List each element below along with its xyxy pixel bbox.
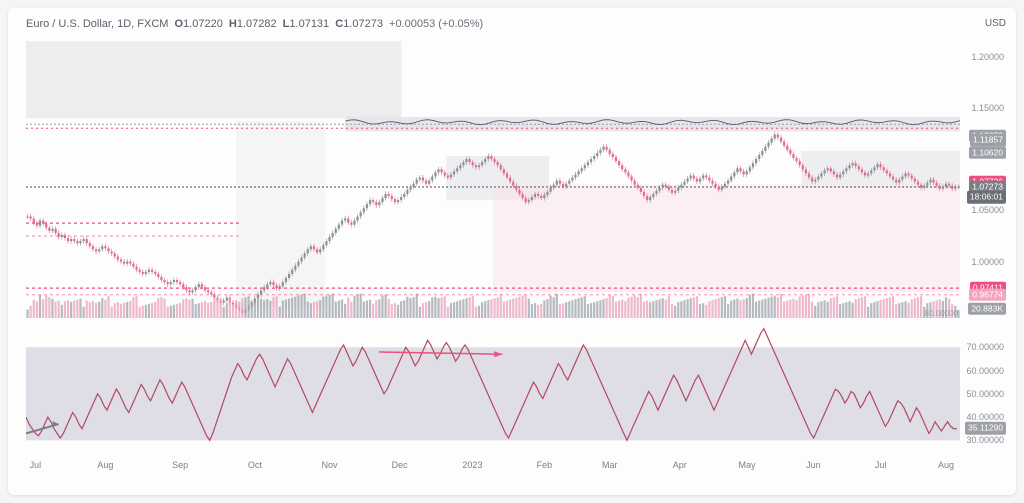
rsi-chart[interactable]	[26, 324, 960, 452]
price-badge: 1.10620	[969, 146, 1006, 159]
time-tick: Aug	[938, 460, 954, 470]
chart-header: Euro / U.S. Dollar, 1D, FXCM O1.07220 H1…	[26, 18, 483, 30]
price-badge: 1.11857	[970, 134, 1006, 147]
time-tick: May	[739, 460, 756, 470]
time-tick: Apr	[673, 460, 687, 470]
change-label: +0.00053 (+0.05%)	[389, 18, 483, 30]
rsi-tick: 70.00000	[966, 342, 1004, 352]
time-tick: Nov	[322, 460, 338, 470]
ohlc-l: 1.07131	[289, 18, 329, 30]
rsi-tick: 60.00000	[966, 366, 1004, 376]
price-badge: 18:06:01	[967, 191, 1006, 204]
time-tick: 2023	[462, 460, 482, 470]
symbol-title: Euro / U.S. Dollar, 1D, FXCM	[26, 18, 168, 30]
price-badge: 0.96774	[969, 288, 1006, 301]
currency-label: USD	[985, 18, 1006, 29]
rsi-tick: 40.00000	[966, 412, 1004, 422]
rsi-tick: 30.00000	[966, 435, 1004, 445]
time-tick: Jul	[30, 460, 42, 470]
time-tick: Sep	[172, 460, 188, 470]
rsi-badge: 35.11290	[965, 422, 1006, 435]
ohlc-h: 1.07282	[237, 18, 277, 30]
time-tick: Jul	[875, 460, 887, 470]
time-tick: Mar	[602, 460, 618, 470]
chart-card: Euro / U.S. Dollar, 1D, FXCM O1.07220 H1…	[8, 8, 1016, 495]
ohlc-o: 1.07220	[183, 18, 223, 30]
rsi-y-axis: 70.00000 60.00000 50.00000 40.00000 30.00000…	[964, 324, 1008, 452]
time-x-axis: Jul Aug Sep Oct Nov Dec 2023 Feb Mar Apr May Jun Jul…	[26, 458, 960, 476]
price-y-axis: 1.200001.150001.050001.000001.122701.118…	[964, 36, 1008, 318]
rsi-tick: 50.00000	[966, 389, 1004, 399]
ohlc-c-label: C	[335, 18, 343, 30]
price-badge: 20.883K	[968, 302, 1006, 315]
price-chart[interactable]: 80.00000	[26, 36, 960, 318]
svg-text:80.00000: 80.00000	[925, 309, 959, 318]
price-tick: 1.20000	[971, 52, 1004, 62]
ohlc-o-label: O	[175, 18, 184, 30]
ohlc-h-label: H	[229, 18, 237, 30]
price-tick: 1.05000	[971, 205, 1004, 215]
time-tick: Feb	[537, 460, 553, 470]
time-tick: Dec	[392, 460, 408, 470]
time-tick: Jun	[806, 460, 821, 470]
time-tick: Aug	[97, 460, 113, 470]
time-tick: Oct	[248, 460, 262, 470]
price-tick: 1.00000	[971, 257, 1004, 267]
price-tick: 1.15000	[971, 103, 1004, 113]
ohlc-c: 1.07273	[343, 18, 383, 30]
